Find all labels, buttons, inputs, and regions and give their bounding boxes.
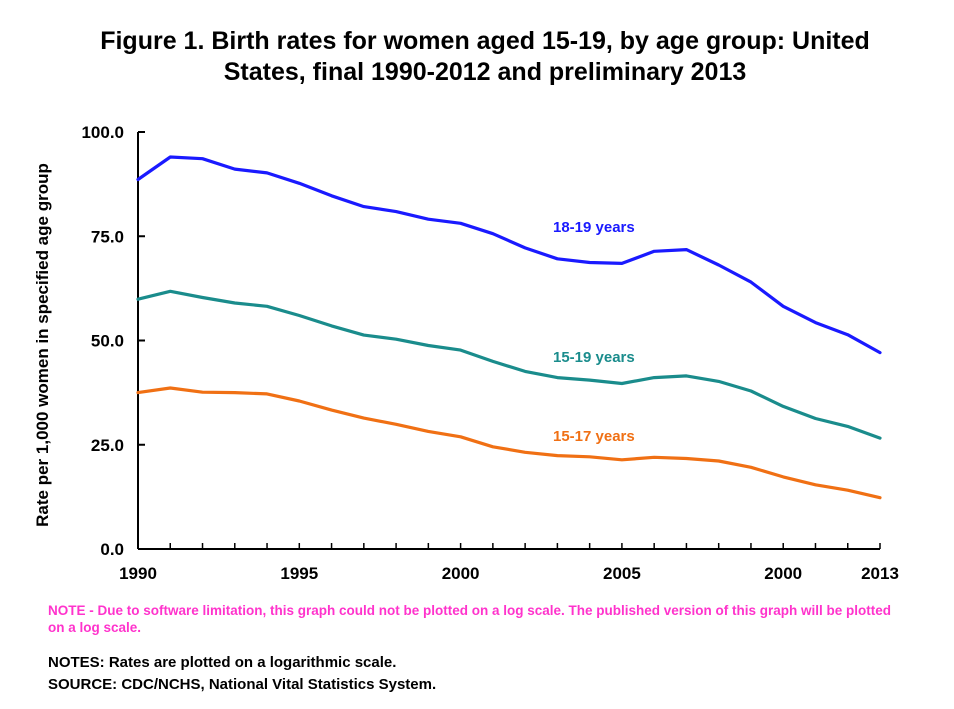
series-label: 15-19 years: [553, 349, 635, 366]
series-label: 15-17 years: [553, 428, 635, 445]
series-line-18-19-years: [136, 155, 882, 355]
x-tick-label: 2000: [764, 564, 802, 583]
software-limitation-note: NOTE - Due to software limitation, this …: [48, 603, 892, 635]
y-ticks: 0.0 25.0 50.0 75.0 100.0: [81, 123, 145, 559]
x-tick-label: 2000: [442, 564, 480, 583]
x-tick-label: 2013: [861, 564, 899, 583]
notes-line: NOTES: Rates are plotted on a logarithmi…: [48, 654, 397, 671]
y-tick-label: 100.0: [81, 123, 124, 142]
y-tick-label: 0.0: [100, 540, 124, 559]
y-axis-label: Rate per 1,000 women in specified age gr…: [33, 163, 52, 527]
x-tick-label: 2005: [603, 564, 641, 583]
x-tick-label: 1990: [119, 564, 157, 583]
notes-block: NOTES: Rates are plotted on a logarithmi…: [48, 652, 436, 696]
line-chart: 0.0 25.0 50.0 75.0 100.0 1990 1995 2000 2005 200…: [33, 123, 899, 583]
y-tick-label: 25.0: [91, 436, 124, 455]
chart-title: Figure 1. Birth rates for women aged 15-…: [100, 27, 870, 86]
series-lines: [136, 155, 882, 500]
source-line: SOURCE: CDC/NCHS, National Vital Statist…: [48, 676, 437, 693]
x-tick-label: 1995: [280, 564, 318, 583]
x-ticks: 1990 1995 2000 2005 2000 2013: [119, 543, 899, 583]
series-line-15-19-years: [136, 289, 882, 440]
series-labels: 18-19 years 15-19 years 15-17 years: [553, 219, 635, 445]
plot-area: 0.0 25.0 50.0 75.0 100.0 1990 1995 2000 2005 200…: [81, 123, 898, 583]
y-tick-label: 50.0: [91, 332, 124, 351]
y-tick-label: 75.0: [91, 227, 124, 246]
series-line-15-17-years: [136, 386, 882, 500]
series-label: 18-19 years: [553, 219, 635, 236]
